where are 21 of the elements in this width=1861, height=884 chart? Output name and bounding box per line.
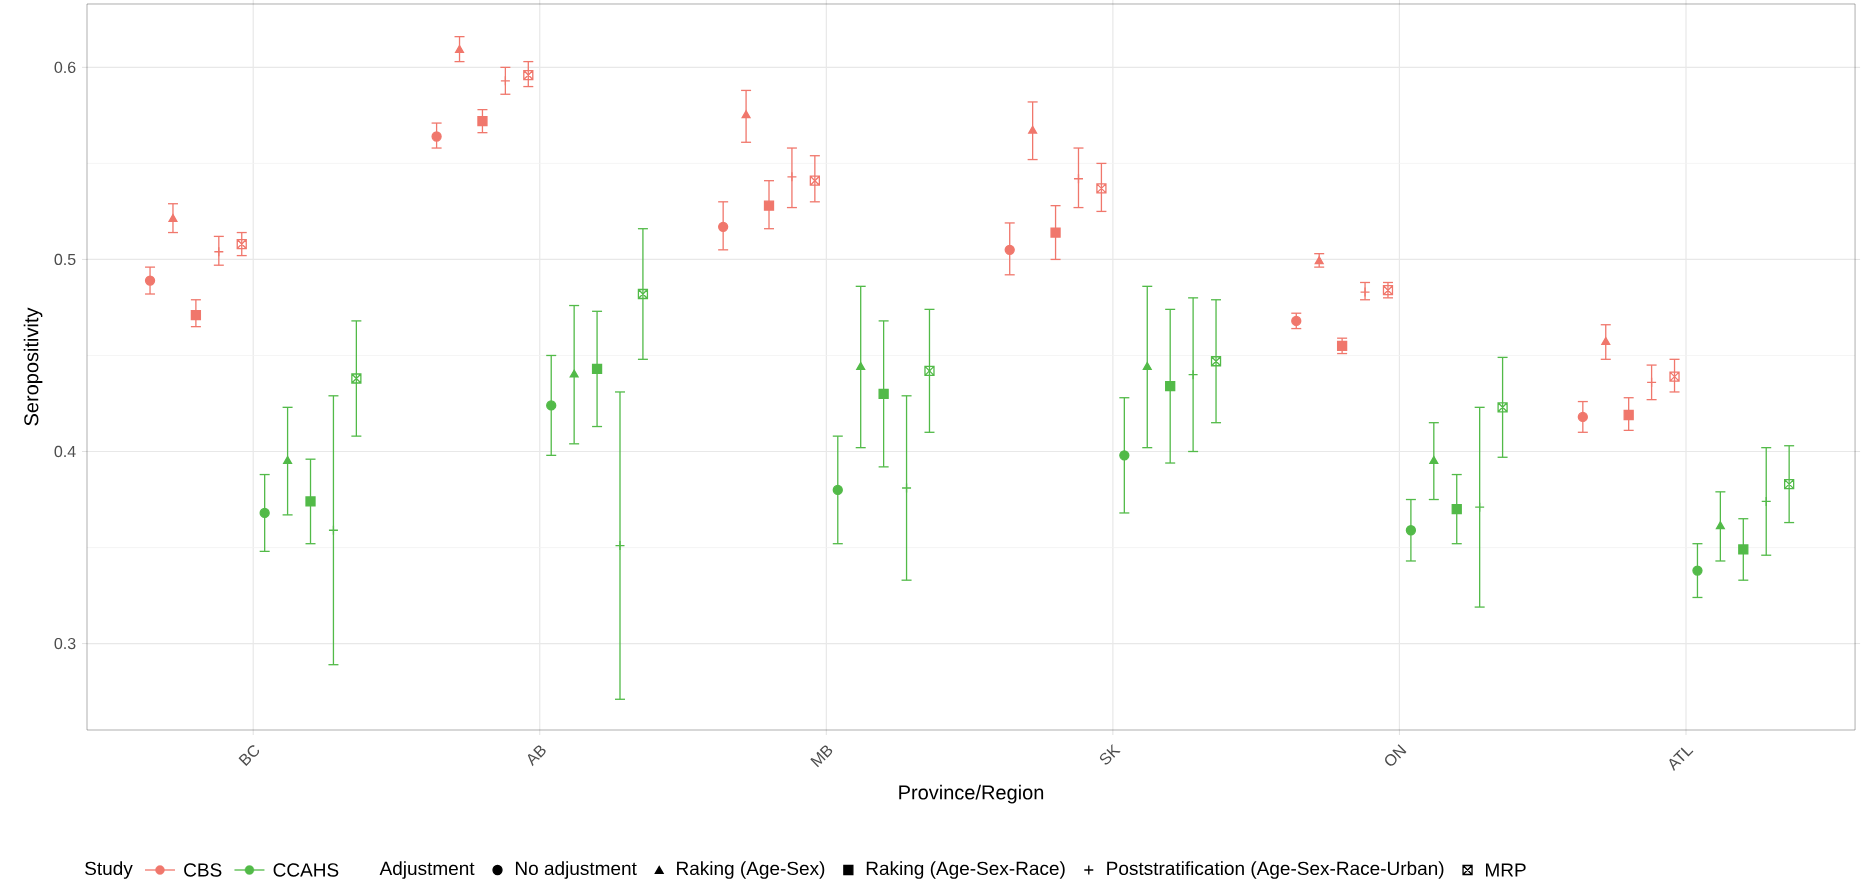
x-tick-label: AB — [527, 745, 546, 767]
text: Raking (Age-Sex) — [677, 861, 825, 879]
x-tick-label: ATL — [1669, 747, 1694, 771]
text: Poststratification (Age-Sex-Race-Urban) — [1107, 861, 1444, 879]
x-tick-label: BC — [238, 745, 260, 766]
legend-title: Study — [85, 861, 133, 879]
y-tick-label: 0.4 — [54, 445, 76, 458]
text: No adjustment — [515, 861, 637, 879]
x-tick-label: ON — [1385, 744, 1407, 766]
x-tick-label: MB — [810, 745, 833, 768]
legend-label: CBS — [184, 863, 222, 877]
y-tick-label: 0.5 — [54, 253, 76, 266]
x-tick-label: SK — [1099, 743, 1121, 765]
y-tick-label: 0.6 — [54, 61, 76, 74]
y-tick-label: 0.3 — [54, 637, 76, 650]
text: Raking (Age-Sex-Race) — [866, 861, 1065, 879]
legend-label: CCAHS — [273, 863, 339, 877]
x-axis-title: Province/Region — [899, 784, 1044, 804]
y-axis-title: Seropositivity — [23, 307, 43, 426]
text: MRP — [1486, 863, 1526, 877]
text: Adjustment — [379, 861, 475, 879]
